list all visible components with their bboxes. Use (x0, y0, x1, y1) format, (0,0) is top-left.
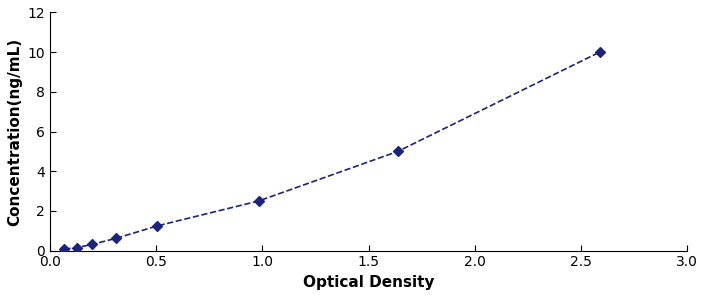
Point (152, 223, 163, 228)
Point (392, 149, 403, 154)
Point (59, 247, 70, 252)
Y-axis label: Concentration(ng/mL): Concentration(ng/mL) (7, 37, 22, 226)
Point (87, 242, 98, 247)
X-axis label: Optical Density: Optical Density (303, 275, 434, 290)
Point (111, 236, 122, 241)
Point (71, 245, 82, 250)
Point (253, 199, 264, 203)
Point (594, 50, 606, 55)
